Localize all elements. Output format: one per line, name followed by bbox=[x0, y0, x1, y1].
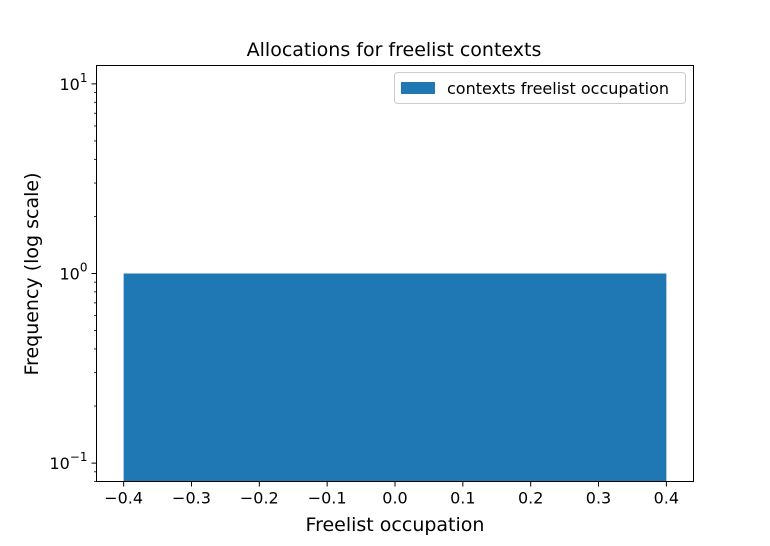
histogram-bar bbox=[123, 273, 667, 482]
y-tick-label: 100 bbox=[60, 261, 88, 284]
x-tick-label: 0.0 bbox=[382, 489, 407, 508]
x-tick-label: −0.4 bbox=[104, 489, 143, 508]
legend: contexts freelist occupation bbox=[394, 72, 686, 104]
legend-box bbox=[394, 72, 686, 104]
x-tick-label: 0.2 bbox=[518, 489, 543, 508]
y-axis-title: Frequency (log scale) bbox=[21, 173, 43, 376]
y-tick-label: 10−1 bbox=[49, 450, 87, 473]
x-axis-ticks: −0.4 −0.3 −0.2 −0.1 0.0 0.1 0.2 0.3 0.4 bbox=[104, 481, 679, 508]
plot-area-frame bbox=[96, 65, 694, 482]
legend-label: contexts freelist occupation bbox=[447, 79, 669, 98]
legend-swatch bbox=[401, 82, 435, 94]
y-axis-ticks: 10−1 100 101 bbox=[49, 71, 97, 473]
x-tick-label: −0.3 bbox=[172, 489, 211, 508]
x-axis-title: Freelist occupation bbox=[306, 514, 485, 536]
y-tick-label: 101 bbox=[60, 71, 88, 94]
x-tick-label: −0.2 bbox=[240, 489, 279, 508]
x-tick-label: 0.4 bbox=[654, 489, 679, 508]
bars-layer bbox=[123, 273, 667, 482]
x-tick-label: −0.1 bbox=[308, 489, 347, 508]
chart-title: Allocations for freelist contexts bbox=[247, 39, 542, 61]
x-tick-label: 0.3 bbox=[586, 489, 611, 508]
x-tick-label: 0.1 bbox=[450, 489, 475, 508]
